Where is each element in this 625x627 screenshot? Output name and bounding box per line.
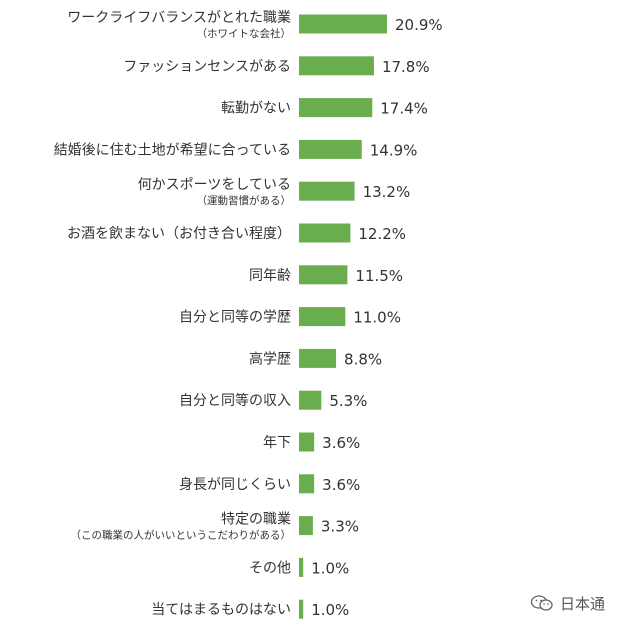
bar [299, 390, 322, 410]
bar [299, 516, 313, 536]
value-label: 14.9% [370, 141, 418, 159]
value-label: 11.5% [355, 267, 403, 285]
value-label: 3.3% [321, 518, 359, 536]
category-label: 年下 [263, 435, 291, 451]
bar-row: 結婚後に住む土地が希望に合っている 14.9% [54, 139, 418, 159]
bar-row: 高学歴 8.8% [249, 348, 382, 368]
category-label: 自分と同等の収入 [179, 392, 291, 409]
value-label: 17.4% [380, 100, 428, 118]
category-sublabel: （運動習慣がある） [197, 194, 292, 207]
value-label: 17.8% [382, 58, 430, 76]
category-label: 同年齢 [249, 268, 291, 284]
bar [299, 181, 355, 201]
bar [299, 432, 315, 452]
bar-row: ファッションセンスがある 17.8% [123, 56, 430, 76]
bar [299, 265, 348, 285]
category-label: 身長が同じくらい [179, 477, 291, 493]
bar-row: その他 1.0% [249, 557, 349, 577]
value-label: 3.6% [322, 476, 360, 494]
bar [299, 223, 351, 243]
bar-row: お酒を飲まない（お付き合い程度） 12.2% [67, 223, 406, 243]
category-label: ファッションセンスがある [123, 59, 291, 75]
value-label: 8.8% [344, 350, 382, 368]
bar-row: 身長が同じくらい 3.6% [179, 474, 360, 494]
bar [299, 557, 304, 577]
category-label: 自分と同等の学歴 [179, 309, 291, 326]
value-label: 20.9% [395, 16, 443, 34]
bar-row: 当てはまるものはない 1.0% [151, 599, 349, 619]
wechat-icon [530, 595, 553, 611]
category-label: 特定の職業 [221, 512, 291, 528]
value-label: 12.2% [358, 225, 406, 243]
bar [299, 599, 304, 619]
category-label: お酒を飲まない（お付き合い程度） [67, 226, 291, 242]
bar [299, 14, 387, 34]
bar [299, 348, 337, 368]
bar [299, 474, 315, 494]
bar-row: 何かスポーツをしている（運動習慣がある） 13.2% [138, 177, 411, 207]
category-sublabel: （ホワイトな会社） [197, 27, 292, 40]
value-label: 1.0% [311, 559, 349, 577]
category-label: 何かスポーツをしている [138, 177, 291, 193]
bar [299, 56, 374, 76]
bar-row: ワークライフバランスがとれた職業（ホワイトな会社） 20.9% [67, 10, 442, 40]
bar [299, 307, 346, 327]
value-label: 5.3% [329, 392, 367, 410]
bar-row: 自分と同等の収入 5.3% [179, 390, 367, 410]
watermark-text: 日本通 [560, 594, 606, 613]
value-label: 11.0% [353, 309, 401, 327]
category-label: 結婚後に住む土地が希望に合っている [54, 142, 291, 158]
bar-row: 同年齢 11.5% [249, 265, 403, 285]
category-sublabel: （この職業の人がいいというこだわりがある） [71, 529, 292, 542]
value-label: 1.0% [311, 601, 349, 619]
category-label: その他 [249, 560, 291, 576]
category-label: 当てはまるものはない [151, 602, 291, 618]
bar [299, 139, 362, 159]
value-label: 13.2% [363, 183, 411, 201]
bar-row: 転勤がない 17.4% [221, 98, 428, 118]
bar-row: 特定の職業（この職業の人がいいというこだわりがある） 3.3% [71, 512, 360, 542]
category-label: ワークライフバランスがとれた職業 [67, 10, 291, 26]
category-label: 転勤がない [221, 101, 291, 117]
watermark: 日本通 [530, 590, 620, 616]
category-label: 高学歴 [249, 350, 291, 367]
value-label: 3.6% [322, 434, 360, 452]
bar-row: 年下 3.6% [263, 432, 360, 452]
bar [299, 98, 373, 118]
bar-row: 自分と同等の学歴 11.0% [179, 307, 401, 327]
